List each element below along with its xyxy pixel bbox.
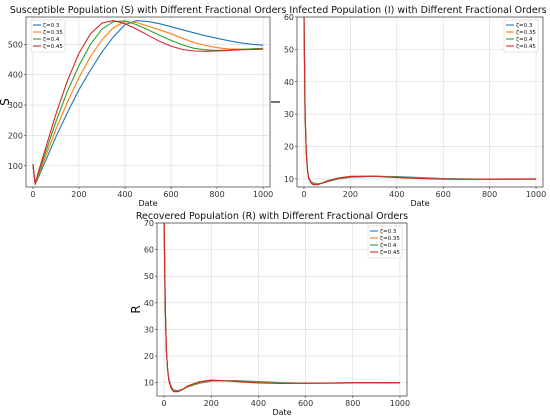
y-tick-label: 200 — [8, 131, 23, 140]
legend-label: ζ=0.3 — [43, 23, 60, 29]
x-tick-label: 1000 — [253, 190, 273, 199]
y-tick-label: 100 — [8, 162, 23, 171]
legend-label: ζ=0.3 — [516, 23, 533, 29]
legend: ζ=0.3ζ=0.35ζ=0.4ζ=0.45 — [503, 19, 539, 53]
y-tick-label: 300 — [8, 101, 23, 110]
y-tick-label: 20 — [284, 143, 294, 152]
legend-label: ζ=0.4 — [516, 37, 533, 43]
y-tick-label: 500 — [8, 40, 23, 49]
series-line — [303, 17, 536, 185]
x-axis-ticks: 0 200 400 600 800 1000 — [30, 187, 273, 199]
plot-frame — [296, 16, 544, 188]
series-line — [32, 21, 264, 185]
x-tick-label: 800 — [482, 190, 497, 199]
series-line — [163, 223, 400, 392]
x-tick-label: 600 — [298, 399, 313, 408]
legend-label: ζ=0.4 — [380, 243, 397, 249]
y-tick-label: 50 — [284, 45, 294, 54]
x-tick-label: 600 — [436, 190, 451, 199]
legend: ζ=0.3ζ=0.35ζ=0.4ζ=0.45 — [367, 225, 403, 259]
x-tick-label: 0 — [301, 190, 306, 199]
chart-title: Susceptible Population (S) with Differen… — [10, 5, 287, 16]
x-tick-label: 200 — [343, 190, 358, 199]
x-tick-label: 400 — [251, 399, 266, 408]
x-tick-label: 0 — [30, 190, 35, 199]
x-tick-label: 200 — [71, 190, 86, 199]
grid-lines — [26, 17, 270, 187]
chart-title: Recovered Population (R) with Different … — [136, 211, 408, 222]
legend-label: ζ=0.35 — [43, 30, 63, 36]
x-axis-ticks: 0 200 400 600 800 1000 — [162, 396, 410, 408]
legend-label: ζ=0.4 — [43, 37, 60, 43]
y-tick-label: 40 — [284, 78, 294, 87]
x-tick-label: 600 — [163, 190, 178, 199]
y-tick-label: 20 — [144, 352, 154, 361]
x-tick-label: 800 — [345, 399, 360, 408]
chart-panel-recovered: Recovered Population (R) with Different … — [129, 211, 410, 417]
x-tick-label: 800 — [209, 190, 224, 199]
y-tick-label: 400 — [8, 71, 23, 80]
y-tick-label: 30 — [144, 325, 154, 334]
series-group — [32, 20, 264, 186]
legend-label: ζ=0.45 — [380, 250, 400, 256]
x-tick-label: 1000 — [526, 190, 546, 199]
y-tick-label: 10 — [284, 175, 294, 184]
x-tick-label: 400 — [117, 190, 132, 199]
y-axis-ticks: 100 200 300 400 500 — [8, 40, 26, 171]
y-tick-label: 50 — [144, 272, 154, 281]
x-axis-label: Date — [272, 408, 291, 417]
chart-panel-susceptible: Susceptible Population (S) with Differen… — [0, 5, 286, 208]
y-tick-label: 30 — [284, 110, 294, 119]
series-line — [32, 20, 264, 186]
y-axis-label: I — [269, 100, 283, 104]
legend: ζ=0.3ζ=0.35ζ=0.4ζ=0.45 — [30, 19, 66, 53]
y-axis-label: S — [0, 98, 12, 106]
x-axis-label: Date — [410, 199, 429, 208]
plot-frame — [25, 16, 271, 188]
legend-label: ζ=0.45 — [43, 44, 63, 50]
chart-title: Infected Population (I) with Different F… — [289, 5, 546, 16]
legend-label: ζ=0.35 — [516, 30, 536, 36]
x-tick-label: 0 — [162, 399, 167, 408]
series-line — [163, 223, 400, 392]
series-line — [32, 20, 264, 185]
y-tick-label: 10 — [144, 379, 154, 388]
series-line — [163, 223, 400, 393]
x-axis-label: Date — [138, 199, 157, 208]
y-axis-label: R — [129, 305, 143, 313]
x-tick-label: 200 — [204, 399, 219, 408]
y-tick-label: 40 — [144, 299, 154, 308]
series-group — [303, 17, 537, 186]
y-axis-ticks: 10 20 30 40 50 60 70 — [144, 219, 157, 388]
series-line — [32, 20, 264, 185]
y-tick-label: 60 — [284, 13, 294, 22]
plot-frame — [156, 222, 408, 397]
legend-label: ζ=0.45 — [516, 44, 536, 50]
legend-label: ζ=0.3 — [380, 229, 397, 235]
x-tick-label: 400 — [389, 190, 404, 199]
y-axis-ticks: 10 20 30 40 50 60 — [284, 13, 297, 184]
x-axis-ticks: 0 200 400 600 800 1000 — [301, 187, 546, 199]
chart-panel-infected: Infected Population (I) with Different F… — [269, 5, 547, 208]
series-line — [303, 17, 537, 185]
x-tick-label: 1000 — [390, 399, 410, 408]
legend-label: ζ=0.35 — [380, 236, 400, 242]
series-line — [163, 223, 400, 393]
y-tick-label: 70 — [144, 219, 154, 228]
y-tick-label: 60 — [144, 246, 154, 255]
series-group — [163, 223, 400, 393]
series-line — [303, 17, 536, 185]
series-line — [303, 17, 536, 186]
